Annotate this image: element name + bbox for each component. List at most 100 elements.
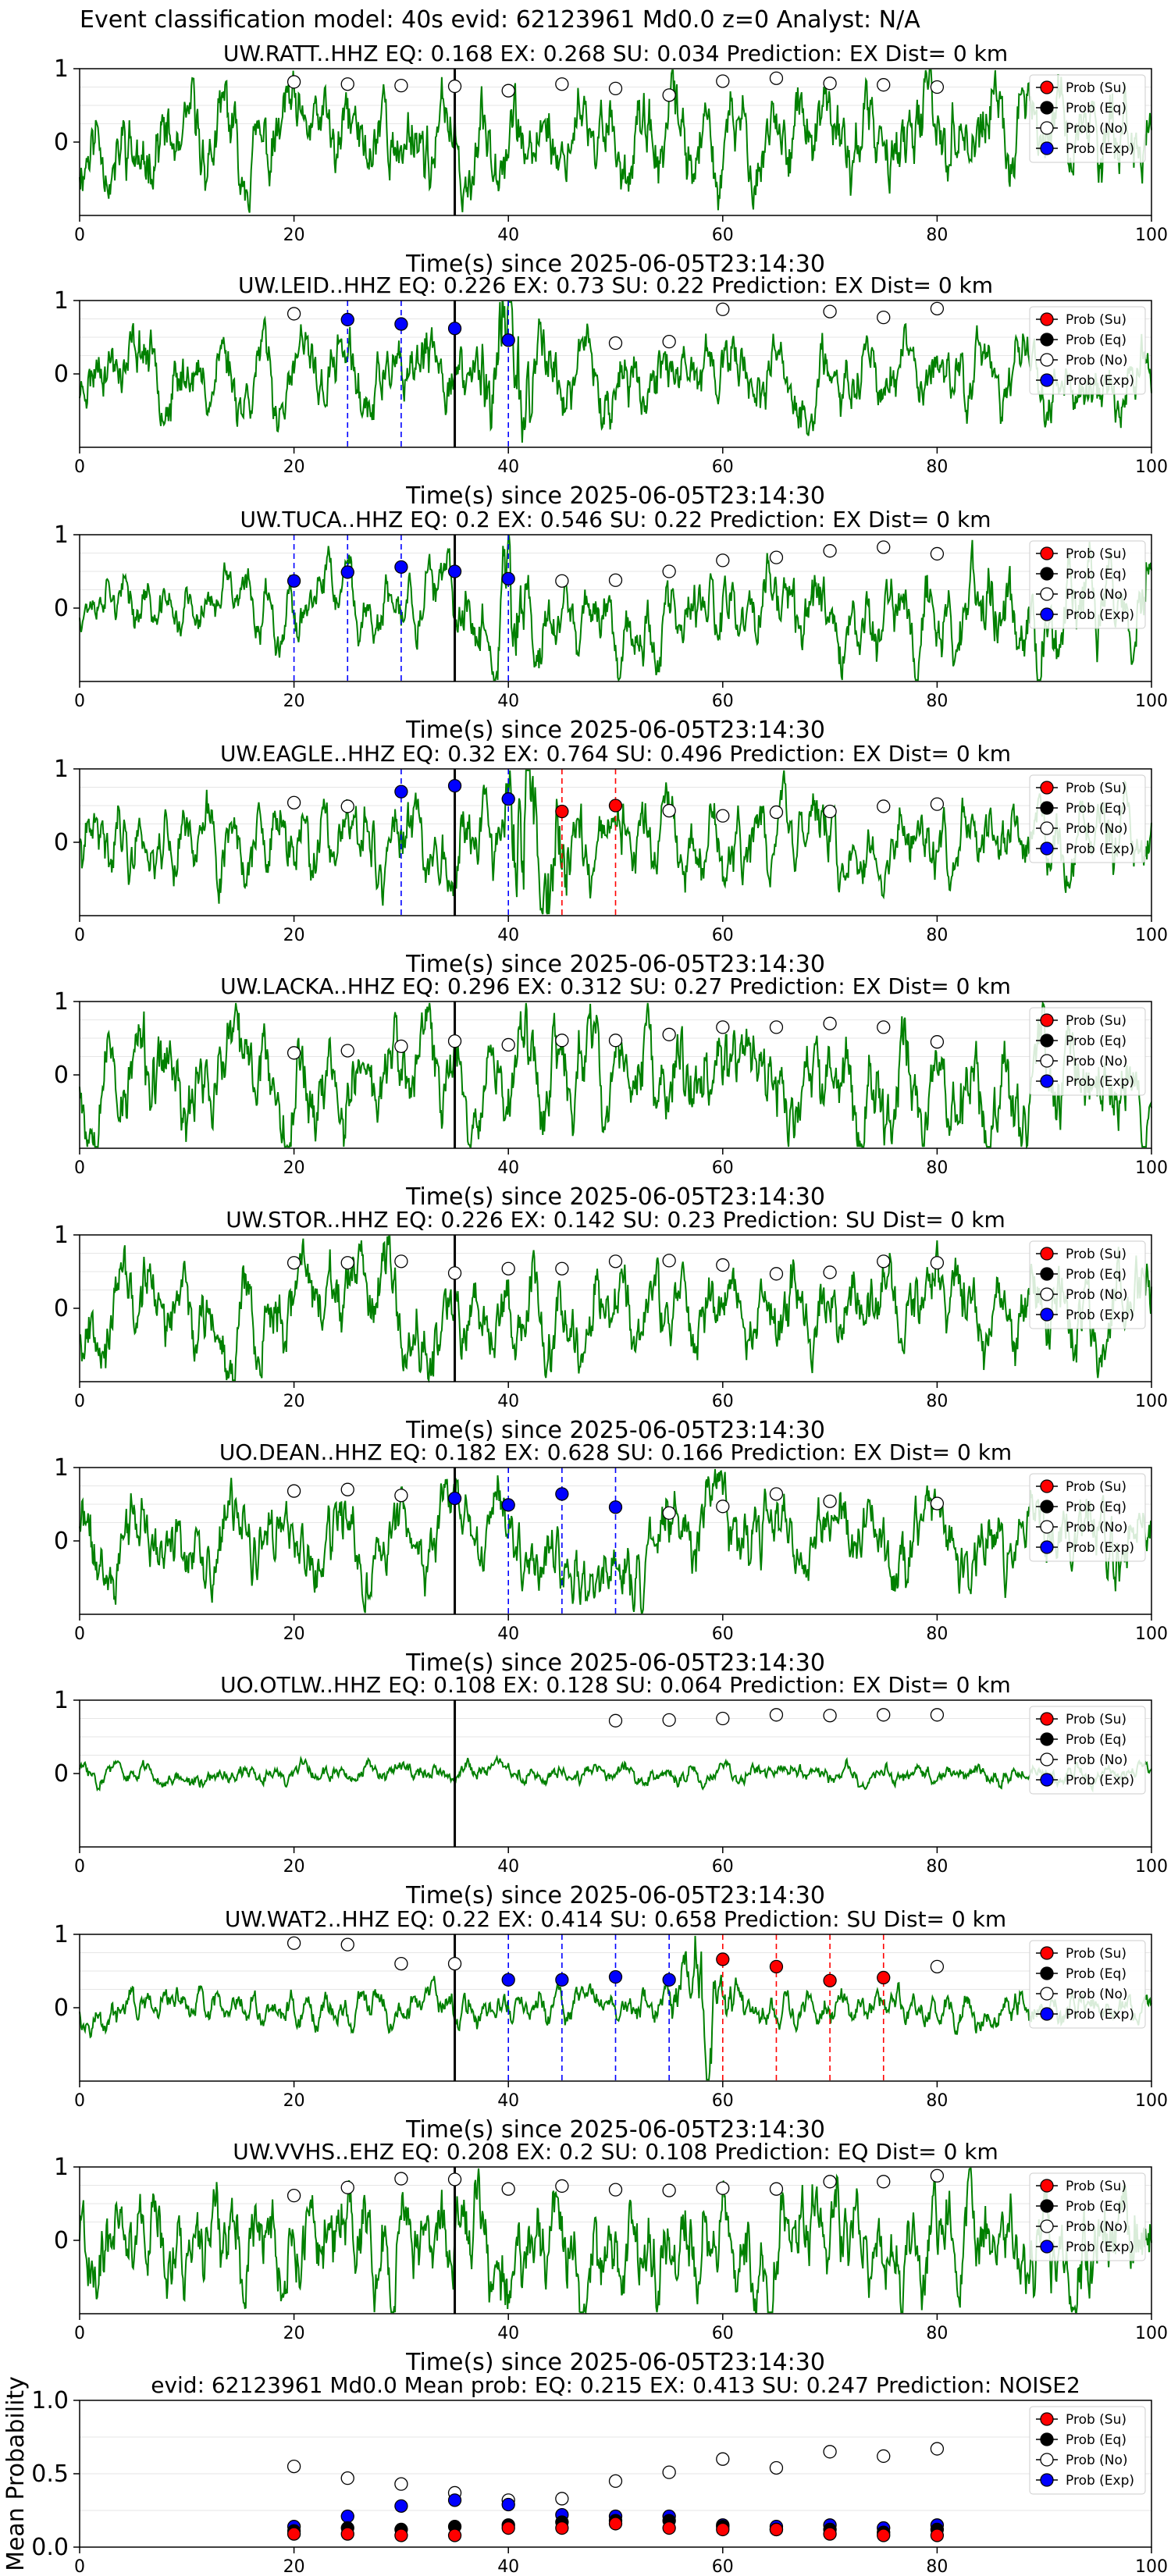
prob-point-no: [930, 80, 945, 94]
y-tick-label: 0.5: [31, 2460, 69, 2488]
prob-point-su: [769, 1959, 784, 1974]
legend-marker-no: [1040, 1520, 1054, 1534]
prob-point-no: [662, 1713, 676, 1727]
panel-title: UO.DEAN..HHZ EQ: 0.182 EX: 0.628 SU: 0.1…: [219, 1439, 1012, 1465]
x-tick-label: 100: [1135, 926, 1168, 945]
x-tick-label: 80: [926, 226, 948, 245]
figure-title: Event classification model: 40s evid: 62…: [80, 6, 920, 34]
panel-10: UW.VVHS..EHZ EQ: 0.208 EX: 0.2 SU: 0.108…: [54, 2139, 1168, 2376]
panel-title: evid: 62123961 Md0.0 Mean prob: EQ: 0.21…: [151, 2372, 1080, 2398]
prob-point-exp: [447, 1491, 462, 1506]
prob-point-no: [662, 564, 676, 578]
x-tick-label: 20: [283, 2091, 305, 2111]
prob-point-no: [930, 1959, 945, 1974]
prob-point-no: [769, 1267, 784, 1281]
prob-point-exp: [501, 1973, 515, 1987]
prob-point-no: [287, 1256, 301, 1270]
x-tick-label: 60: [712, 2091, 734, 2111]
legend-marker-su: [1040, 2412, 1054, 2426]
panel-title: UW.RATT..HHZ EQ: 0.168 EX: 0.268 SU: 0.0…: [223, 41, 1008, 66]
prob-point-no: [501, 84, 515, 98]
legend-label: Prob (Su): [1066, 1479, 1127, 1495]
prob-point-no: [823, 804, 837, 819]
x-tick-label: 80: [926, 2324, 948, 2343]
x-axis-label: Time(s) since 2025-06-05T23:14:30: [405, 1183, 825, 1211]
legend-label: Prob (Su): [1066, 312, 1127, 328]
prob-point-no: [608, 1034, 623, 1048]
x-tick-label: 100: [1135, 1158, 1168, 1178]
prob-point-exp: [608, 1969, 623, 1984]
legend-marker-no: [1040, 2453, 1054, 2467]
prob-point-no: [930, 2169, 945, 2183]
x-tick-label: 40: [497, 2091, 519, 2111]
prob-point-no: [769, 550, 784, 564]
legend-label: Prob (No): [1066, 121, 1128, 137]
x-axis-label: Time(s) since 2025-06-05T23:14:30: [405, 482, 825, 510]
prob-point-no: [555, 574, 569, 588]
legend-box: [1029, 1706, 1146, 1795]
panel-3: UW.TUCA..HHZ EQ: 0.2 EX: 0.546 SU: 0.22 …: [54, 507, 1168, 744]
legend-marker-no: [1040, 1752, 1054, 1767]
legend-label: Prob (Eq): [1066, 567, 1127, 582]
prob-point-no: [501, 2182, 515, 2196]
prob-point-su: [394, 2528, 408, 2542]
legend-label: Prob (Exp): [1066, 1773, 1134, 1788]
legend-marker-eq: [1040, 333, 1054, 347]
prob-point-no: [608, 573, 623, 587]
prob-point-su: [877, 2528, 891, 2542]
waveform-trace: [79, 301, 1152, 443]
waveform-trace: [79, 69, 1152, 213]
legend-label: Prob (Eq): [1066, 801, 1127, 817]
prob-point-no: [555, 1261, 569, 1276]
prob-point-no: [877, 540, 891, 554]
waveform-trace: [79, 1754, 1152, 1793]
x-tick-label: 0: [74, 692, 85, 711]
prob-point-no: [769, 71, 784, 85]
x-tick-label: 40: [497, 457, 519, 477]
legend-marker-no: [1040, 1987, 1054, 2001]
legend-marker-exp: [1040, 1540, 1054, 1554]
prob-point-no: [823, 1265, 837, 1279]
prob-point-exp: [340, 2509, 354, 2524]
legend-label: Prob (No): [1066, 587, 1128, 603]
prob-point-no: [823, 76, 837, 91]
prob-point-no: [447, 2172, 462, 2186]
prob-point-no: [662, 334, 676, 349]
prob-point-no: [340, 2471, 354, 2485]
prob-point-no: [877, 1254, 891, 1268]
prob-point-exp: [447, 564, 462, 578]
x-tick-label: 80: [926, 1158, 948, 1178]
legend-label: Prob (Su): [1066, 80, 1127, 96]
x-tick-label: 20: [283, 692, 305, 711]
y-tick-label: 0: [54, 1760, 69, 1788]
prob-point-exp: [447, 778, 462, 793]
legend: Prob (Su) Prob (Eq) Prob (No) Prob (Exp): [1029, 1240, 1146, 1329]
prob-point-no: [394, 1254, 408, 1268]
panel-4: UW.EAGLE..HHZ EQ: 0.32 EX: 0.764 SU: 0.4…: [54, 741, 1168, 978]
prob-point-no: [930, 1708, 945, 1722]
prob-point-no: [769, 1020, 784, 1034]
prob-point-exp: [340, 312, 354, 327]
x-axis-label: Time(s) since 2025-06-05T23:14:30: [405, 1882, 825, 1909]
prob-point-exp: [555, 1973, 569, 1987]
legend-marker-no: [1040, 121, 1054, 135]
prob-point-no: [877, 1020, 891, 1034]
x-tick-label: 80: [926, 926, 948, 945]
x-tick-label: 40: [497, 2324, 519, 2343]
prob-point-no: [340, 1937, 354, 1952]
prob-point-exp: [394, 785, 408, 799]
legend-label: Prob (No): [1066, 1987, 1128, 2002]
legend-marker-su: [1040, 312, 1054, 326]
prob-point-no: [877, 2449, 891, 2464]
x-axis-label: Time(s) since 2025-06-05T23:14:30: [405, 251, 825, 278]
legend-label: Prob (No): [1066, 2453, 1128, 2468]
prob-point-no: [823, 1016, 837, 1030]
prob-point-no: [769, 1708, 784, 1722]
prob-point-no: [930, 2442, 945, 2456]
waveform-trace: [79, 1468, 1152, 1614]
panel-6: UW.STOR..HHZ EQ: 0.226 EX: 0.142 SU: 0.2…: [54, 1207, 1168, 1444]
y-tick-label: 0: [54, 1062, 69, 1089]
y-tick-label: 1: [54, 521, 69, 549]
prob-point-exp: [394, 560, 408, 575]
prob-point-su: [716, 1952, 730, 1966]
